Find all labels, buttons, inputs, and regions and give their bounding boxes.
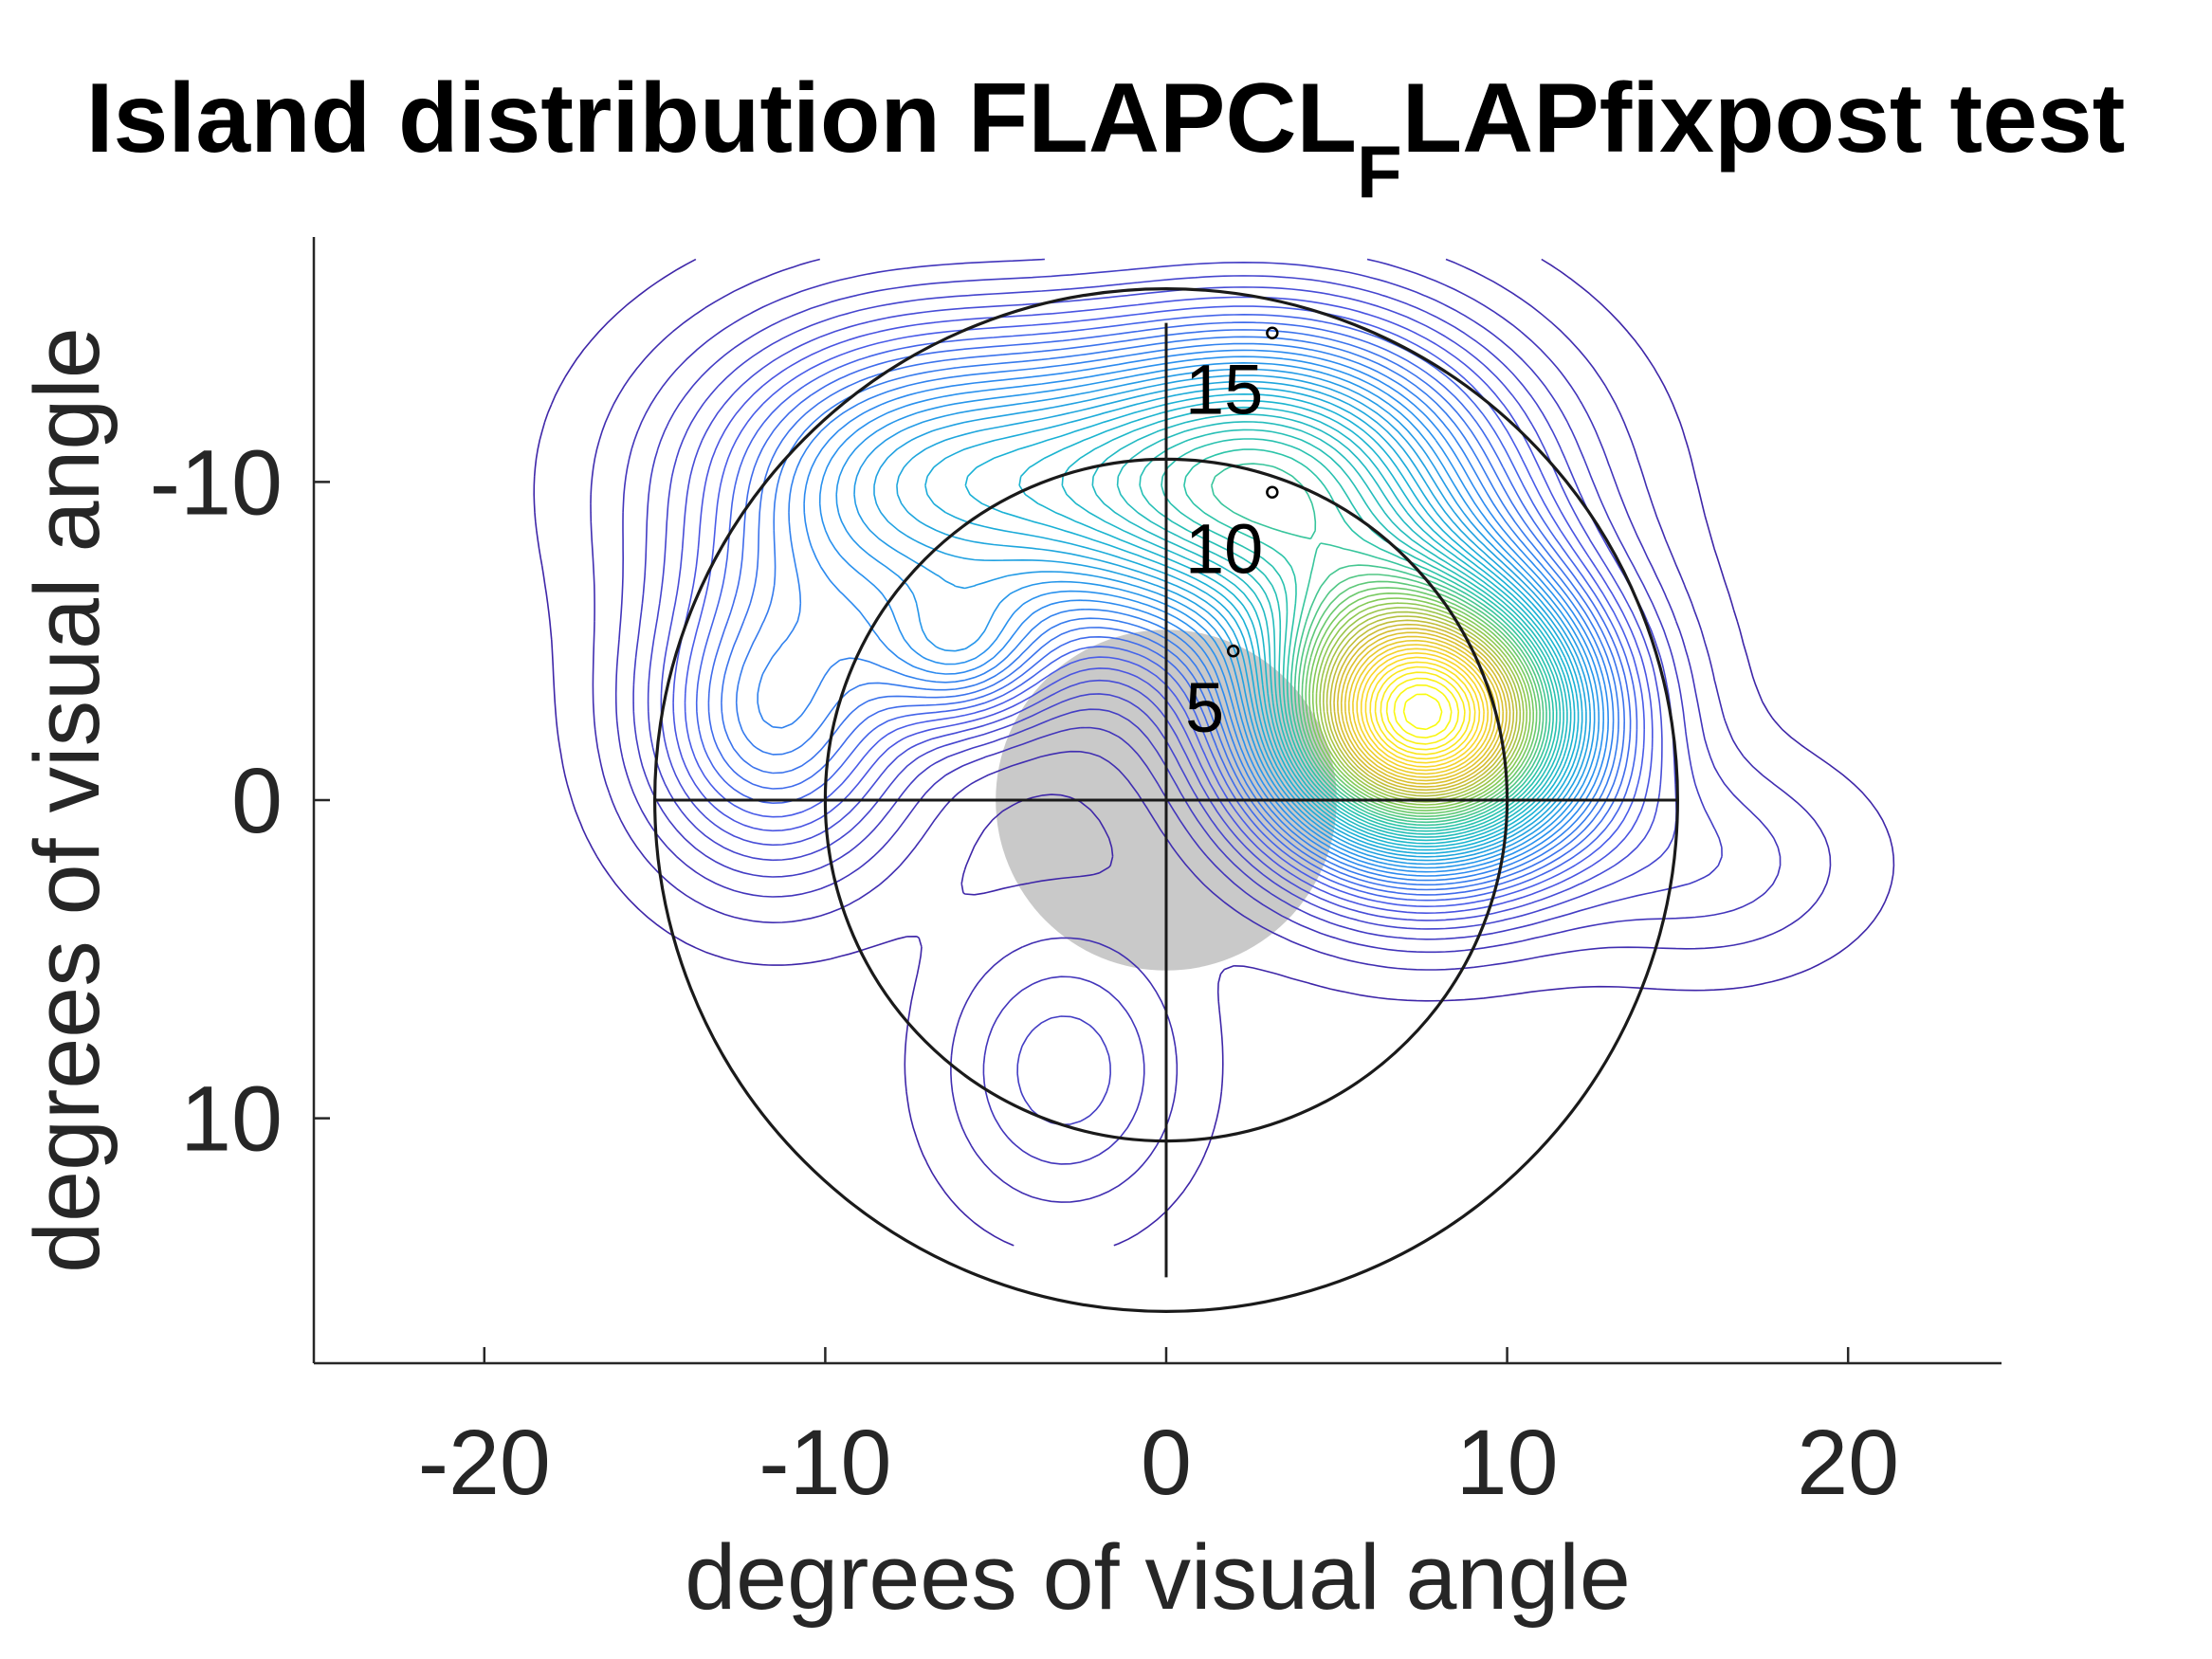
- contour-line: [684, 305, 1645, 907]
- y-tick-labels: -10 0 10: [150, 430, 283, 1170]
- contour-line: [533, 258, 1895, 1247]
- contour-line: [873, 374, 1591, 862]
- contour-line: [614, 258, 1782, 1165]
- x-axis-label: degrees of visual angle: [685, 1525, 1631, 1629]
- chart-title-subscript: F: [1357, 130, 1402, 213]
- contour-line: [1364, 656, 1481, 764]
- degree-symbol: °: [1263, 478, 1281, 528]
- contour-line: [1183, 448, 1554, 830]
- contour-line: [1347, 639, 1497, 778]
- contour-line: [1385, 677, 1460, 745]
- contour-line: [590, 258, 1832, 1203]
- x-tick-label: -20: [418, 1411, 551, 1514]
- contour-line: [1356, 647, 1490, 772]
- contour-line: [1325, 615, 1518, 797]
- x-tick-labels: -20 -10 0 10 20: [418, 1411, 1899, 1514]
- x-tick-label: 20: [1797, 1411, 1899, 1514]
- contour-line: [707, 321, 1632, 896]
- contour-line: [1337, 628, 1508, 788]
- y-tick-label: 10: [180, 1067, 283, 1171]
- chart-title: Island distribution FLAPCLFLAPfixpost te…: [86, 64, 2126, 213]
- contour-line: [695, 314, 1638, 902]
- contour-line: [1352, 644, 1493, 775]
- contour-line: [924, 387, 1583, 854]
- contour-line: [1061, 406, 1572, 845]
- contour-line: [835, 362, 1600, 869]
- ring-label-10: 10°: [1185, 478, 1282, 588]
- contour-line: [1305, 587, 1538, 814]
- contour-line: [896, 380, 1587, 858]
- contour-line: [1374, 665, 1472, 756]
- contour-line: [1139, 428, 1562, 835]
- contour-line: [1301, 580, 1541, 817]
- contour-line: [672, 296, 1654, 914]
- x-tick-label: -10: [759, 1411, 891, 1514]
- density-contours: [533, 258, 1895, 1247]
- y-tick-label: -10: [150, 430, 283, 534]
- ring-label-15: 15°: [1185, 319, 1282, 429]
- contour-line: [964, 393, 1580, 851]
- contour-line: [1319, 607, 1525, 803]
- contour-line: [818, 356, 1604, 873]
- contour-line: [1091, 413, 1568, 842]
- chart-title-main: Island distribution FLAPCL: [86, 64, 1357, 173]
- y-tick-label: 0: [231, 749, 283, 852]
- contour-line: [1402, 693, 1443, 731]
- contour-line: [1340, 631, 1505, 785]
- contour-line: [1315, 602, 1528, 806]
- x-tick-label: 0: [1141, 1411, 1192, 1514]
- contour-line: [1018, 399, 1576, 848]
- degree-symbol: °: [1224, 637, 1242, 687]
- contour-line: [1323, 611, 1522, 800]
- degree-symbol: °: [1263, 319, 1281, 370]
- y-axis-label: degrees of visual angle: [15, 327, 119, 1273]
- contour-line: [1380, 671, 1466, 751]
- chart-title-rest: LAPfixpost test: [1402, 64, 2126, 173]
- contour-line: [1308, 592, 1534, 811]
- contour-line: [803, 349, 1609, 877]
- contour-line: [1369, 661, 1476, 760]
- axes: [312, 237, 2002, 1365]
- contour-line: [1393, 684, 1453, 738]
- x-tick-label: 10: [1456, 1411, 1559, 1514]
- contour-line: [1116, 421, 1564, 838]
- contour-line: [632, 262, 1723, 1126]
- contour-line: [1294, 564, 1547, 824]
- contour-line: [1360, 652, 1485, 768]
- polar-grid: [652, 287, 1679, 1313]
- contour-line: [721, 329, 1625, 891]
